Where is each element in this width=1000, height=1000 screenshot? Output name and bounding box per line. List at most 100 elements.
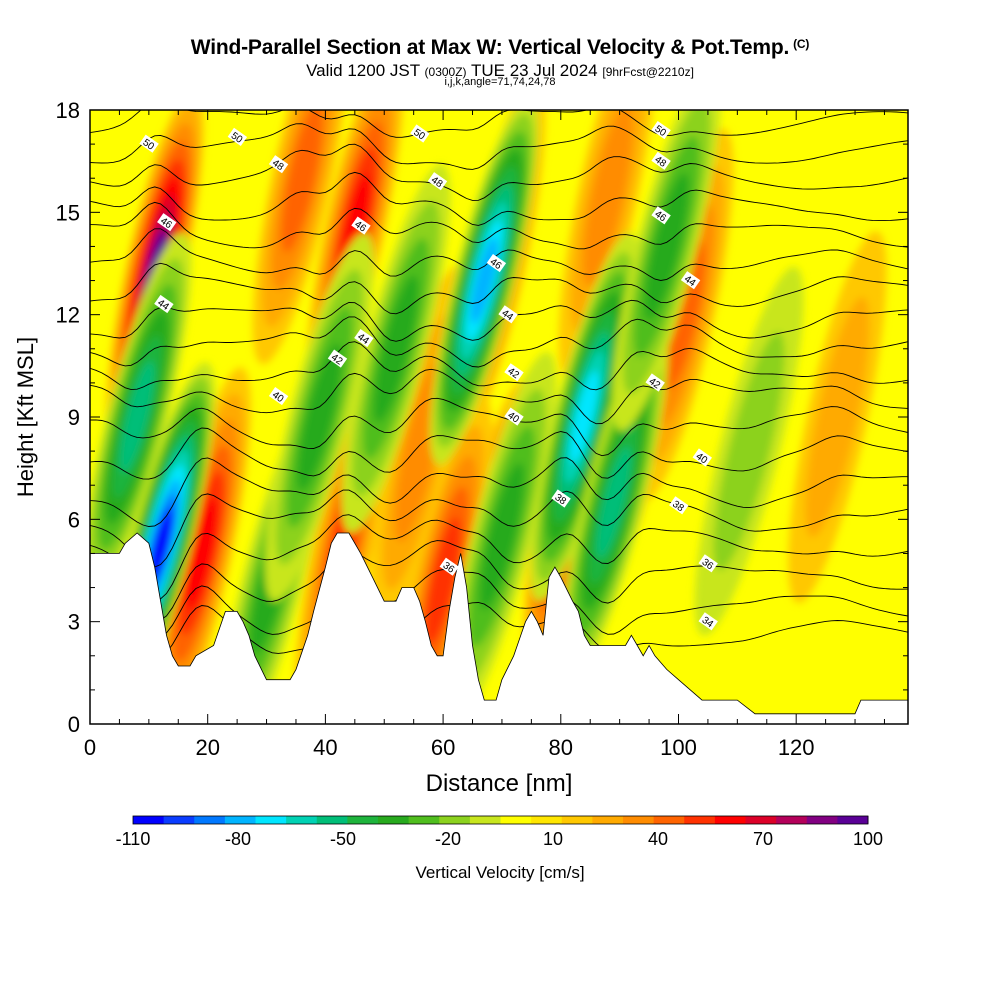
theta-contour-9 — [90, 341, 908, 391]
copyright-mark: (C) — [793, 37, 810, 51]
theta-label-group: 40 — [692, 448, 712, 467]
theta-label-bg — [268, 155, 289, 174]
downdraft-cell-1 — [90, 232, 192, 602]
colorbar-label: Vertical Velocity [cm/s] — [415, 863, 585, 882]
theta-contour-16 — [90, 143, 908, 201]
theta-label-group: 44 — [680, 271, 701, 289]
valid-utc: (0300Z) — [424, 65, 467, 79]
theta-contour-11 — [90, 299, 908, 342]
x-axis-label: Distance [nm] — [426, 770, 573, 797]
colorbar-swatch — [133, 816, 165, 824]
theta-label-group: 38 — [551, 489, 571, 508]
colorbar-swatch — [255, 816, 287, 824]
colorbar-swatch — [378, 816, 410, 824]
theta-contour-5 — [90, 457, 908, 527]
terrain-mask — [89, 532, 909, 725]
theta-contour-1 — [90, 569, 908, 638]
colorbar-tick-label: -80 — [225, 829, 251, 849]
colorbar-swatch — [316, 816, 348, 824]
section-params: i,j,k,angle=71,74,24,78 — [444, 76, 556, 88]
theta-label-bg — [504, 363, 524, 382]
theta-label-group: 50 — [227, 127, 248, 146]
velocity-band — [297, 343, 342, 491]
valid-time: Valid 1200 JST — [306, 61, 420, 80]
velocity-band — [805, 296, 870, 538]
theta-label-bg — [698, 612, 718, 631]
velocity-band — [425, 517, 461, 645]
colorbar-swatch — [439, 816, 471, 824]
theta-label-bg — [439, 557, 459, 576]
theta-label-bg — [327, 349, 348, 368]
theta-contour-15 — [90, 171, 908, 226]
colorbar: -110 -80 -50 -20 10 40 70 100 — [116, 815, 883, 849]
theta-contour-2 — [90, 540, 908, 621]
velocity-band — [596, 446, 631, 559]
theta-contour-17 — [90, 123, 908, 170]
y-axis-label: Height [Kft MSL] — [13, 337, 38, 497]
theta-label-bg — [651, 151, 671, 170]
theta-label-group: 42 — [327, 349, 348, 368]
theta-contour-14 — [90, 201, 908, 250]
theta-contour-4 — [90, 489, 908, 568]
theta-label-group: 38 — [669, 496, 689, 514]
colorbar-tick-label: -110 — [116, 829, 151, 849]
theta-label-group: 42 — [645, 373, 665, 392]
x-tick-label: 100 — [660, 735, 697, 760]
contour-labels: 50 50 50 50 48 48 48 46 46 46 46 44 44 44 44 42 42 42 40 40… — [139, 120, 718, 631]
theta-label-bg — [645, 373, 665, 392]
colorbar-swatch — [714, 816, 747, 824]
updraft-cell-13 — [788, 231, 887, 603]
x-tick-label: 120 — [778, 735, 815, 760]
colorbar-swatch — [224, 816, 257, 824]
y-tick-label: 0 — [68, 712, 80, 737]
theta-label-group: 44 — [154, 294, 174, 314]
theta-contour-8 — [90, 368, 908, 425]
theta-label-group: 48 — [651, 151, 671, 170]
velocity-band — [186, 497, 218, 610]
colorbar-tick-label: -50 — [330, 829, 356, 849]
theta-label-group: 48 — [427, 172, 448, 190]
theta-label-bg — [154, 294, 174, 314]
colorbar-swatch — [500, 816, 532, 824]
theta-label-bg — [504, 407, 524, 426]
theta-label-group: 40 — [504, 407, 524, 426]
theta-label-group: 46 — [486, 253, 507, 272]
theta-label-group: 48 — [268, 155, 289, 174]
field-cells — [90, 110, 887, 724]
theta-label-bg — [227, 127, 248, 146]
theta-contour-10 — [90, 316, 908, 368]
theta-label-group: 50 — [651, 120, 671, 139]
velocity-band — [583, 110, 633, 287]
theta-label-group: 40 — [268, 386, 289, 405]
velocity-band — [713, 331, 785, 571]
potential-temperature-contours — [90, 110, 908, 658]
colorbar-tick-label: 70 — [753, 829, 773, 849]
x-tick-label: 80 — [549, 735, 573, 760]
downdraft-cell-3 — [265, 232, 374, 602]
x-tick-label: 60 — [431, 735, 455, 760]
theta-label-group: 36 — [698, 554, 718, 573]
theta-contour-7 — [90, 397, 908, 457]
colorbar-swatch — [653, 816, 685, 824]
y-tick-label: 18 — [56, 98, 80, 123]
velocity-band — [373, 275, 419, 423]
colorbar-tick-label: -20 — [435, 829, 461, 849]
y-tick-label: 3 — [68, 610, 80, 635]
theta-label-bg — [157, 213, 177, 232]
forecast-info: [9hrFcst@2210z] — [602, 65, 694, 79]
downdraft-cell-10 — [694, 266, 804, 636]
theta-label-group: 44 — [498, 305, 518, 324]
colorbar-swatch — [837, 816, 869, 824]
velocity-band — [479, 462, 525, 611]
theta-label-bg — [698, 554, 718, 573]
colorbar-swatch — [561, 816, 593, 824]
theta-contour-18 — [90, 110, 908, 138]
colorbar-swatch — [531, 816, 563, 824]
theta-label-group: 36 — [439, 557, 459, 576]
theta-label-bg — [498, 305, 518, 324]
colorbar-swatch — [347, 816, 379, 824]
valid-date: TUE 23 Jul 2024 — [470, 61, 598, 80]
colorbar-swatch — [684, 816, 716, 824]
